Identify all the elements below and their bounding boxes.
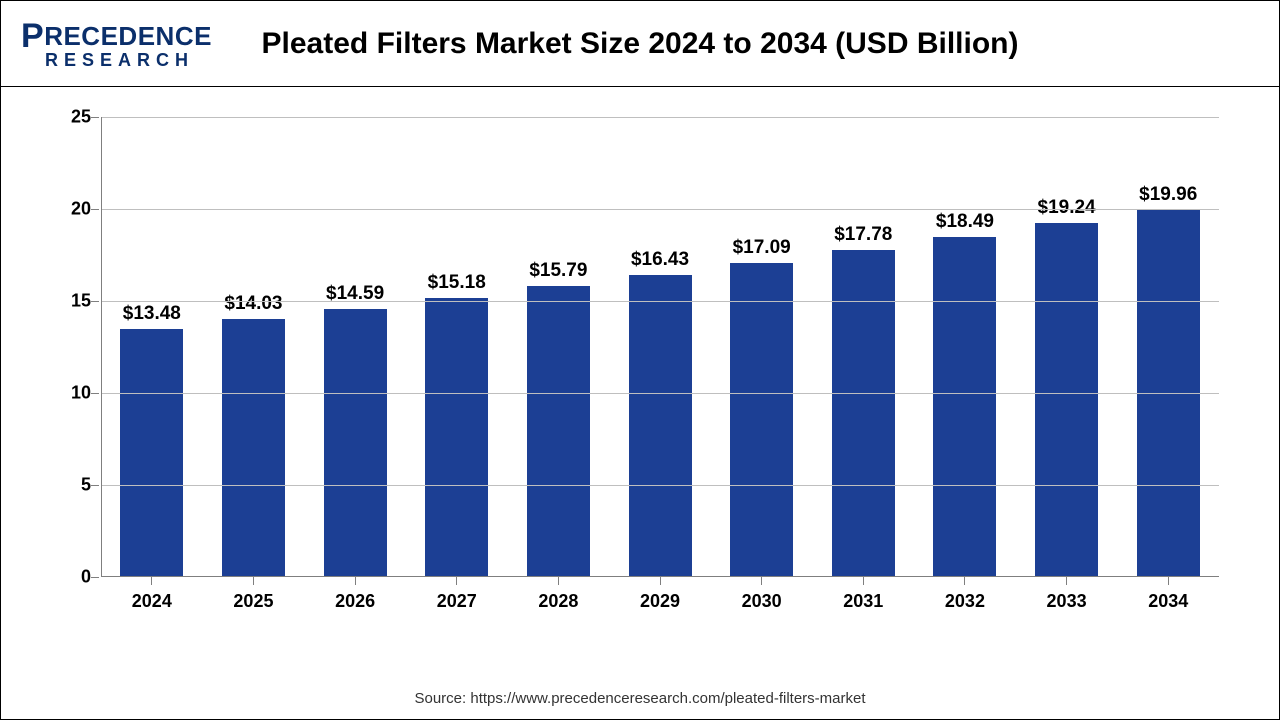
bar-slot: $19.242033 [1016,117,1118,577]
bar-value-label: $18.49 [936,211,994,233]
y-tick [91,393,99,394]
logo-text-top: RECEDENCE [44,23,212,49]
bar [1035,223,1098,577]
bar [425,298,488,577]
chart: $13.482024$14.032025$14.592026$15.182027… [41,107,1239,627]
y-axis-label: 20 [46,199,91,220]
x-tick [660,577,661,585]
x-tick [355,577,356,585]
bar-slot: $18.492032 [914,117,1016,577]
bar-slot: $15.792028 [508,117,610,577]
bar-value-label: $13.48 [123,303,181,325]
grid-line [101,393,1219,394]
bar-value-label: $16.43 [631,249,689,271]
x-tick [964,577,965,585]
y-axis-label: 15 [46,291,91,312]
y-tick [91,117,99,118]
bar [324,309,387,577]
x-axis-label: 2024 [132,591,172,612]
bar-slot: $17.092030 [711,117,813,577]
bar-slot: $14.592026 [304,117,406,577]
chart-container: PRECEDENCE RESEARCH Pleated Filters Mark… [0,0,1280,720]
source-text: Source: https://www.precedenceresearch.c… [1,690,1279,719]
bar-value-label: $17.78 [834,224,892,246]
y-tick [91,209,99,210]
x-tick [1066,577,1067,585]
x-tick [1168,577,1169,585]
x-axis-label: 2033 [1047,591,1087,612]
x-axis-label: 2030 [742,591,782,612]
grid-line [101,209,1219,210]
x-axis-label: 2034 [1148,591,1188,612]
y-tick [91,485,99,486]
bar [629,275,692,577]
x-tick [456,577,457,585]
x-axis-label: 2031 [843,591,883,612]
logo-p-icon: P [21,19,44,53]
bar-value-label: $14.03 [224,293,282,315]
bar-slot: $13.482024 [101,117,203,577]
logo-top: PRECEDENCE [21,19,212,53]
x-tick [253,577,254,585]
y-axis-label: 5 [46,475,91,496]
bar [832,250,895,577]
x-axis-label: 2027 [437,591,477,612]
bar-value-label: $19.96 [1139,184,1197,206]
x-tick [863,577,864,585]
plot-area: $13.482024$14.032025$14.592026$15.182027… [101,117,1219,577]
grid-line [101,301,1219,302]
y-tick [91,301,99,302]
x-tick [761,577,762,585]
y-axis-label: 25 [46,107,91,128]
bar [933,237,996,577]
x-axis-label: 2029 [640,591,680,612]
y-axis [101,117,102,577]
bar-value-label: $15.18 [428,272,486,294]
logo-text-bottom: RESEARCH [45,51,212,69]
x-tick [558,577,559,585]
bar-slot: $14.032025 [203,117,305,577]
bar-slot: $17.782031 [812,117,914,577]
bar-value-label: $17.09 [733,237,791,259]
bar-slot: $15.182027 [406,117,508,577]
x-tick [151,577,152,585]
y-tick [91,577,99,578]
x-axis-label: 2032 [945,591,985,612]
logo: PRECEDENCE RESEARCH [21,19,212,69]
x-axis-label: 2026 [335,591,375,612]
bar [730,263,793,577]
bar [120,329,183,577]
bar-value-label: $19.24 [1038,197,1096,219]
header: PRECEDENCE RESEARCH Pleated Filters Mark… [1,1,1279,87]
x-axis-label: 2025 [233,591,273,612]
bar-slot: $16.432029 [609,117,711,577]
y-axis-label: 10 [46,383,91,404]
x-axis [101,576,1219,577]
bar-slot: $19.962034 [1117,117,1219,577]
y-axis-label: 0 [46,567,91,588]
bar [527,286,590,577]
grid-line [101,117,1219,118]
bar [222,319,285,577]
grid-line [101,485,1219,486]
bar-value-label: $15.79 [529,260,587,282]
x-axis-label: 2028 [538,591,578,612]
bars-group: $13.482024$14.032025$14.592026$15.182027… [101,117,1219,577]
chart-area: $13.482024$14.032025$14.592026$15.182027… [1,87,1279,690]
